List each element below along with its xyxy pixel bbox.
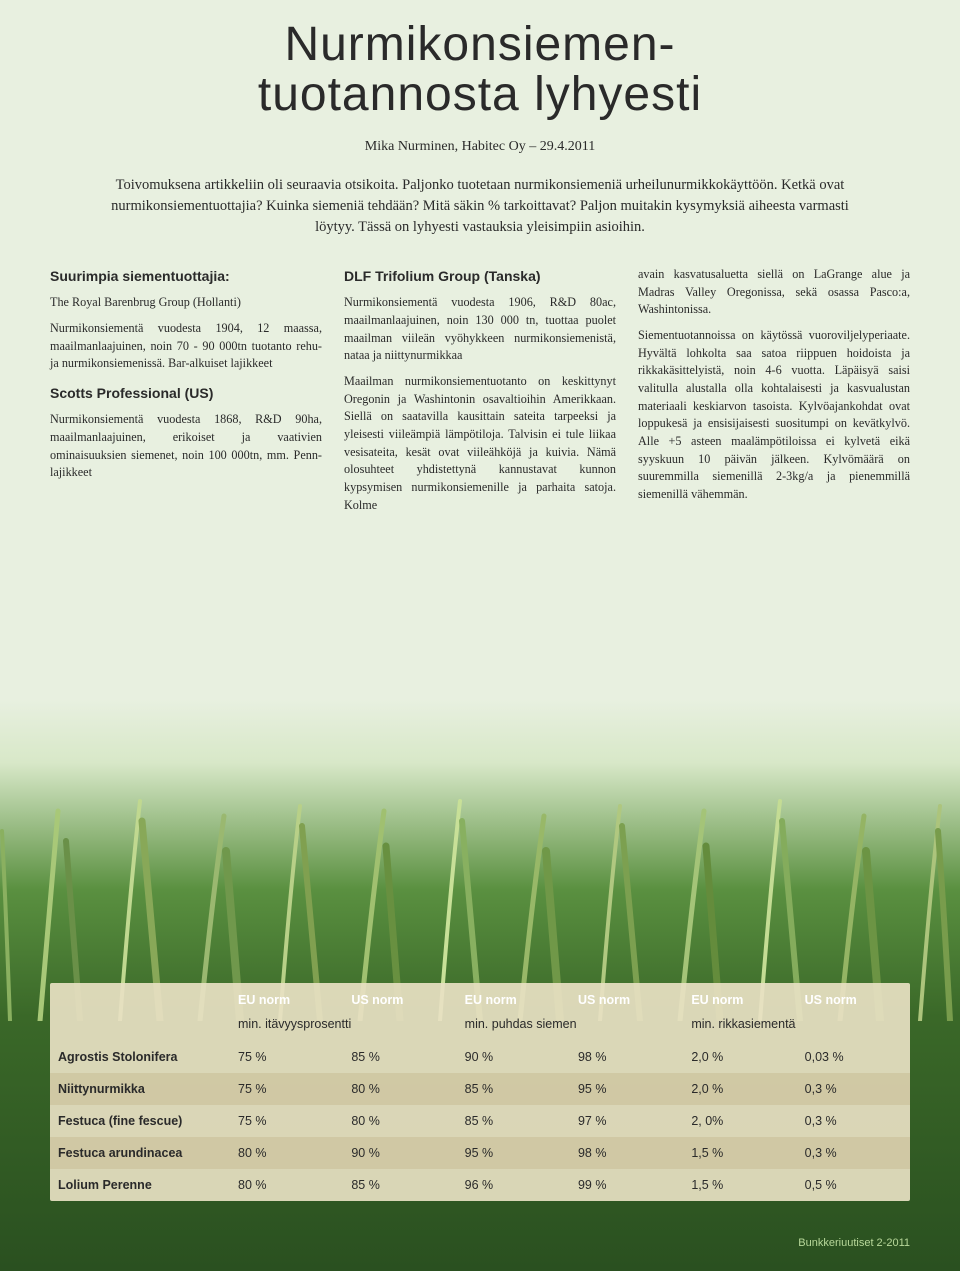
- cell: 90 %: [457, 1041, 570, 1073]
- cell: 75 %: [230, 1041, 343, 1073]
- cell: 0,03 %: [797, 1041, 910, 1073]
- norms-table-wrap: EU norm US norm EU norm US norm EU norm …: [50, 983, 910, 1201]
- col2-para-2: Maailman nurmikonsiementuotanto on keski…: [344, 373, 616, 515]
- col3-para-1: avain kasvatusaluetta siellä on LaGrange…: [638, 266, 910, 319]
- col1-heading-2: Scotts Professional (US): [50, 383, 322, 403]
- cell: 90 %: [343, 1137, 456, 1169]
- page-title: Nurmikonsiemen- tuotannosta lyhyesti: [60, 20, 900, 121]
- cell: 80 %: [230, 1169, 343, 1201]
- col1-para-2: Nurmikonsiementä vuodesta 1868, R&D 90ha…: [50, 411, 322, 482]
- cell: 80 %: [230, 1137, 343, 1169]
- cell: 1,5 %: [683, 1169, 796, 1201]
- column-3: avain kasvatusaluetta siellä on LaGrange…: [638, 266, 910, 523]
- col2-heading-1: DLF Trifolium Group (Tanska): [344, 266, 616, 286]
- cell: 1,5 %: [683, 1137, 796, 1169]
- cell: 97 %: [570, 1105, 683, 1137]
- cell: 95 %: [570, 1073, 683, 1105]
- cell: 75 %: [230, 1105, 343, 1137]
- cell: 85 %: [343, 1041, 456, 1073]
- title-line-1: Nurmikonsiemen-: [284, 18, 675, 71]
- table-row: Festuca (fine fescue)75 %80 %85 %97 %2, …: [50, 1105, 910, 1137]
- group-header-4: US norm: [570, 983, 683, 1013]
- cell: 95 %: [457, 1137, 570, 1169]
- row-label: Festuca arundinacea: [50, 1137, 230, 1169]
- table-row: Agrostis Stolonifera75 %85 %90 %98 %2,0 …: [50, 1041, 910, 1073]
- table-row: Lolium Perenne80 %85 %96 %99 %1,5 %0,5 %: [50, 1169, 910, 1201]
- cell: 2, 0%: [683, 1105, 796, 1137]
- col1-para-1b: Nurmikonsiementä vuodesta 1904, 12 maass…: [50, 320, 322, 373]
- sub-header-2: min. puhdas siemen: [457, 1013, 684, 1041]
- cell: 80 %: [343, 1073, 456, 1105]
- cell: 99 %: [570, 1169, 683, 1201]
- cell: 0,5 %: [797, 1169, 910, 1201]
- table-row: Festuca arundinacea80 %90 %95 %98 %1,5 %…: [50, 1137, 910, 1169]
- row-label: Agrostis Stolonifera: [50, 1041, 230, 1073]
- row-label: Niittynurmikka: [50, 1073, 230, 1105]
- title-line-2: tuotannosta lyhyesti: [258, 68, 702, 121]
- col1-heading-1: Suurimpia siementuottajia:: [50, 266, 322, 286]
- col3-para-2: Siementuotannoissa on käytössä vuorovilj…: [638, 327, 910, 504]
- table-body: Agrostis Stolonifera75 %85 %90 %98 %2,0 …: [50, 1041, 910, 1201]
- intro-paragraph: Toivomuksena artikkeliin oli seuraavia o…: [100, 175, 860, 238]
- row-label: Festuca (fine fescue): [50, 1105, 230, 1137]
- group-header-3: EU norm: [457, 983, 570, 1013]
- group-header-5: EU norm: [683, 983, 796, 1013]
- col1-para-1a: The Royal Barenbrug Group (Hollanti): [50, 294, 322, 312]
- table-row: Niittynurmikka75 %80 %85 %95 %2,0 %0,3 %: [50, 1073, 910, 1105]
- cell: 75 %: [230, 1073, 343, 1105]
- sub-header-1: min. itävyysprosentti: [230, 1013, 457, 1041]
- group-header-1: EU norm: [230, 983, 343, 1013]
- cell: 96 %: [457, 1169, 570, 1201]
- cell: 80 %: [343, 1105, 456, 1137]
- column-2: DLF Trifolium Group (Tanska) Nurmikonsie…: [344, 266, 616, 523]
- cell: 85 %: [343, 1169, 456, 1201]
- group-header-6: US norm: [797, 983, 910, 1013]
- cell: 85 %: [457, 1105, 570, 1137]
- norms-table: EU norm US norm EU norm US norm EU norm …: [50, 983, 910, 1201]
- cell: 0,3 %: [797, 1105, 910, 1137]
- cell: 98 %: [570, 1137, 683, 1169]
- group-header-2: US norm: [343, 983, 456, 1013]
- cell: 0,3 %: [797, 1137, 910, 1169]
- cell: 85 %: [457, 1073, 570, 1105]
- cell: 98 %: [570, 1041, 683, 1073]
- cell: 2,0 %: [683, 1041, 796, 1073]
- cell: 0,3 %: [797, 1073, 910, 1105]
- footer-tag: Bunkkeriuutiset 2-2011: [798, 1237, 910, 1249]
- sub-header-3: min. rikkasiementä: [683, 1013, 910, 1041]
- table-corner: [50, 983, 230, 1013]
- row-label: Lolium Perenne: [50, 1169, 230, 1201]
- body-columns: Suurimpia siementuottajia: The Royal Bar…: [0, 266, 960, 523]
- column-1: Suurimpia siementuottajia: The Royal Bar…: [50, 266, 322, 523]
- col2-para-1: Nurmikonsiementä vuodesta 1906, R&D 80ac…: [344, 294, 616, 365]
- cell: 2,0 %: [683, 1073, 796, 1105]
- byline: Mika Nurminen, Habitec Oy – 29.4.2011: [60, 139, 900, 155]
